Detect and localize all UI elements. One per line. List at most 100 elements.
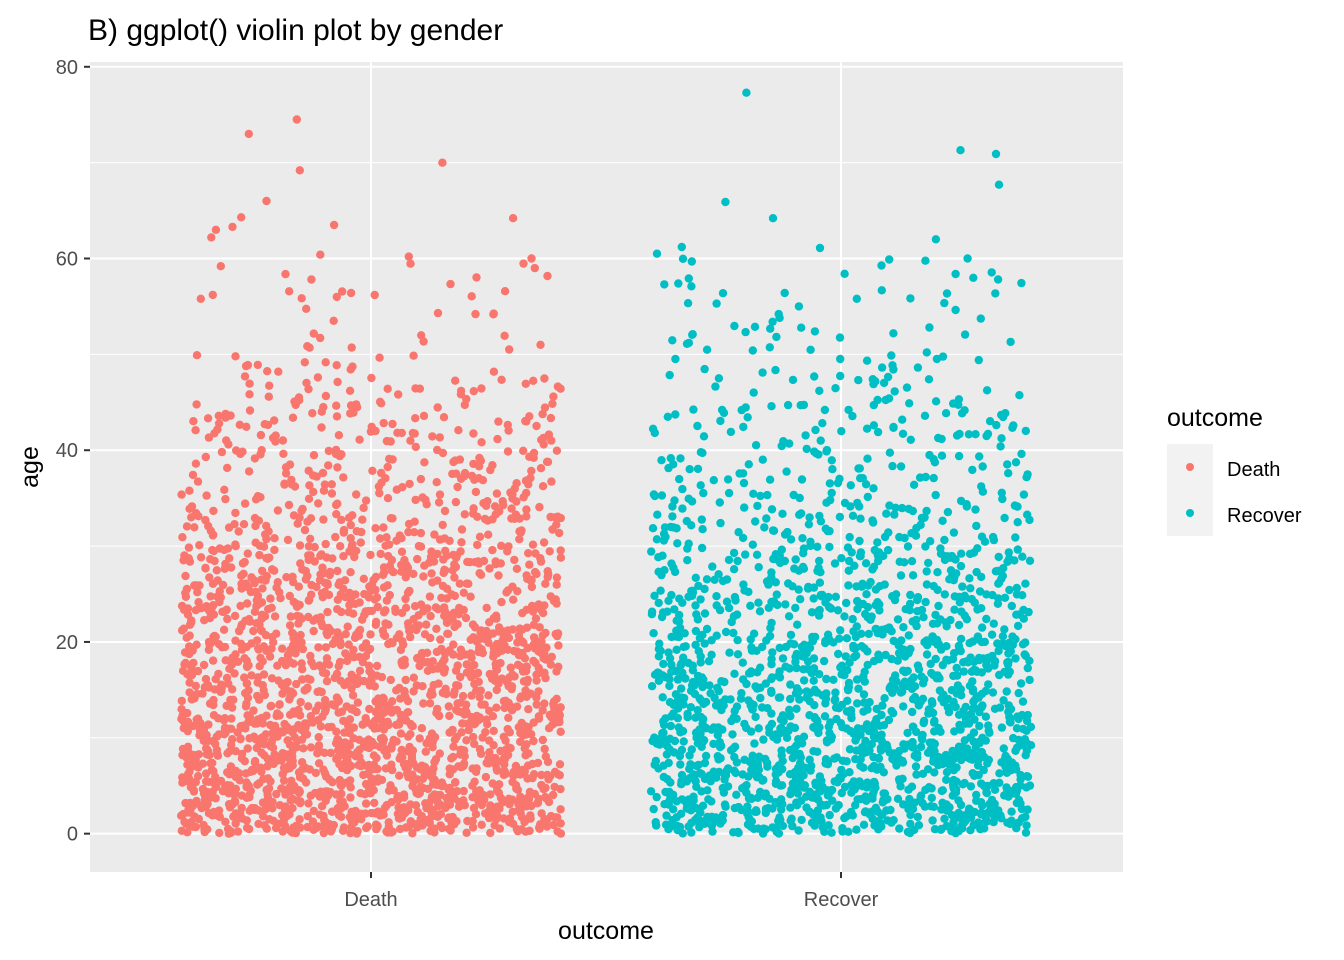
data-point-recover	[712, 299, 721, 308]
data-point-death	[185, 678, 194, 687]
data-point-recover	[791, 657, 800, 667]
data-point-death	[336, 640, 345, 650]
data-point-recover	[869, 484, 878, 493]
data-point-death	[288, 794, 298, 804]
data-point-recover	[1004, 469, 1013, 478]
data-point-death	[451, 376, 460, 385]
data-point-recover	[1017, 449, 1026, 459]
data-point-recover	[995, 703, 1005, 712]
data-point-death	[450, 794, 459, 803]
data-point-death	[376, 549, 385, 559]
data-point-death	[206, 555, 215, 564]
data-point-death	[395, 683, 404, 693]
data-point-death	[281, 269, 290, 279]
data-point-death	[554, 641, 563, 650]
data-point-recover	[1011, 533, 1020, 542]
data-point-death	[428, 657, 437, 666]
data-point-death	[322, 772, 331, 781]
data-point-death	[241, 689, 250, 698]
data-point-death	[305, 481, 314, 490]
data-point-recover	[898, 429, 908, 438]
data-point-death	[438, 158, 447, 167]
data-point-death	[474, 462, 484, 471]
data-point-death	[245, 379, 254, 388]
data-point-recover	[677, 770, 687, 780]
data-point-death	[398, 660, 407, 670]
data-point-recover	[905, 828, 915, 838]
data-point-death	[434, 498, 444, 507]
data-point-death	[307, 590, 316, 599]
data-point-death	[288, 629, 298, 638]
data-point-recover	[732, 790, 741, 799]
data-point-death	[310, 788, 320, 798]
data-point-death	[445, 764, 454, 773]
data-point-death	[307, 657, 316, 667]
data-point-recover	[1021, 751, 1030, 760]
data-point-recover	[909, 480, 919, 489]
data-point-death	[285, 460, 295, 469]
data-point-recover	[948, 762, 958, 771]
data-point-death	[497, 597, 506, 607]
data-point-death	[237, 213, 246, 222]
data-point-recover	[861, 559, 871, 568]
data-point-recover	[863, 492, 872, 502]
data-point-recover	[842, 598, 851, 608]
data-point-death	[247, 671, 256, 680]
data-point-death	[371, 697, 380, 706]
data-point-recover	[940, 814, 949, 823]
data-point-recover	[994, 180, 1004, 189]
data-point-recover	[726, 427, 736, 437]
data-point-recover	[778, 711, 788, 720]
data-point-recover	[942, 642, 951, 651]
data-point-death	[285, 764, 294, 773]
data-point-death	[472, 273, 481, 282]
data-point-death	[201, 563, 210, 573]
y-tick-label: 60	[56, 249, 78, 271]
data-point-death	[215, 828, 224, 838]
data-point-recover	[778, 821, 788, 831]
data-point-recover	[784, 612, 794, 621]
data-point-death	[328, 778, 337, 787]
data-point-death	[411, 442, 420, 452]
data-point-death	[202, 491, 211, 500]
data-point-death	[239, 520, 249, 529]
data-point-recover	[917, 605, 927, 615]
data-point-recover	[856, 514, 865, 523]
data-point-recover	[1013, 621, 1023, 631]
data-point-death	[525, 560, 534, 569]
data-point-death	[222, 436, 231, 445]
data-point-recover	[978, 462, 987, 471]
data-point-death	[348, 691, 358, 700]
data-point-recover	[960, 330, 970, 339]
data-point-recover	[792, 684, 802, 693]
data-point-recover	[940, 552, 949, 561]
data-point-death	[339, 473, 348, 482]
data-point-recover	[892, 761, 901, 770]
data-point-recover	[1013, 518, 1022, 527]
data-point-recover	[762, 514, 771, 523]
data-point-death	[187, 616, 196, 625]
data-point-death	[444, 824, 454, 834]
data-point-death	[178, 778, 187, 787]
data-point-recover	[1000, 513, 1009, 523]
data-point-death	[441, 684, 450, 693]
data-point-recover	[749, 388, 758, 397]
data-point-death	[486, 828, 495, 838]
data-point-death	[540, 744, 549, 754]
legend-label-recover: Recover	[1227, 505, 1302, 527]
data-point-recover	[903, 542, 913, 551]
data-point-death	[345, 715, 355, 724]
data-point-recover	[685, 751, 694, 760]
data-point-recover	[700, 758, 710, 768]
data-point-death	[325, 570, 334, 580]
data-point-death	[296, 630, 305, 640]
data-point-death	[231, 819, 240, 828]
data-point-death	[339, 552, 348, 561]
data-point-recover	[1011, 746, 1020, 755]
data-point-recover	[799, 676, 809, 685]
data-point-recover	[918, 769, 928, 778]
data-point-recover	[667, 660, 676, 669]
data-point-death	[506, 488, 515, 497]
data-point-death	[221, 656, 230, 665]
data-point-death	[329, 316, 338, 325]
